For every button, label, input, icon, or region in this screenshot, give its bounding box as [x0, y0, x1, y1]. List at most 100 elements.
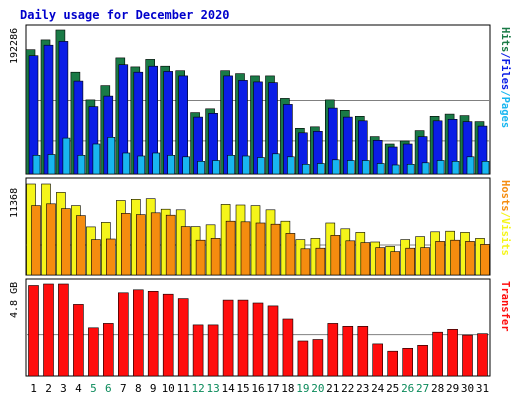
bar-hosts — [360, 242, 371, 276]
bar-hosts — [225, 220, 236, 276]
bar-transfer — [237, 299, 249, 377]
bar-pages — [62, 137, 71, 175]
bar-hosts — [136, 214, 146, 276]
day-label: 7 — [120, 382, 127, 395]
bar-transfer — [252, 302, 264, 377]
bar-hosts — [255, 222, 266, 276]
bar-transfer — [432, 331, 443, 377]
bar-transfer — [267, 305, 279, 377]
day-label: 16 — [251, 382, 264, 395]
bar-hosts — [165, 214, 176, 276]
bar-hosts — [300, 248, 311, 276]
bar-hosts — [435, 241, 445, 276]
day-label: 23 — [356, 382, 369, 395]
day-label: 25 — [386, 382, 399, 395]
panel-max-label: 192286 — [9, 28, 20, 64]
bar-hosts — [450, 239, 460, 276]
bar-pages — [152, 152, 160, 175]
bar-hosts — [465, 241, 475, 276]
bar-hosts — [150, 212, 161, 276]
bar-transfer — [177, 298, 189, 377]
bar-pages — [391, 164, 400, 175]
bar-transfer — [162, 293, 174, 377]
side-label-part: Files — [499, 59, 511, 91]
bar-hosts — [61, 208, 71, 276]
day-label: 31 — [476, 382, 489, 395]
bar-hosts — [31, 205, 41, 276]
day-label: 17 — [266, 382, 279, 395]
day-label: 13 — [206, 382, 219, 395]
bar-pages — [346, 160, 355, 175]
bar-hosts — [390, 251, 401, 276]
panel-side-label: Hits/Files/Pages — [499, 27, 511, 128]
bar-pages — [47, 154, 56, 175]
bar-transfer — [447, 328, 458, 377]
bar-hosts — [405, 247, 416, 276]
bar-pages — [361, 160, 370, 175]
day-label: 11 — [177, 382, 190, 395]
bar-pages — [197, 161, 205, 175]
bar-pages — [466, 156, 475, 175]
bar-hosts — [106, 238, 116, 276]
bar-pages — [107, 137, 116, 175]
day-label: 15 — [236, 382, 249, 395]
day-label: 4 — [75, 382, 82, 395]
day-label: 8 — [135, 382, 142, 395]
bar-hosts — [330, 235, 341, 276]
bar-pages — [32, 155, 41, 175]
bar-hosts — [46, 203, 56, 276]
bar-transfer — [312, 339, 324, 377]
bar-transfer — [147, 290, 159, 377]
bar-transfer — [58, 283, 69, 377]
bar-hosts — [480, 244, 490, 276]
bar-transfer — [118, 292, 129, 377]
panel-max-label: 11368 — [9, 188, 20, 218]
bar-pages — [77, 155, 86, 175]
bar-transfer — [207, 324, 219, 377]
day-label: 5 — [90, 382, 97, 395]
bar-pages — [317, 163, 325, 175]
bar-pages — [212, 160, 220, 175]
bar-pages — [287, 156, 295, 175]
bar-hosts — [240, 221, 251, 276]
bar-pages — [331, 159, 340, 175]
bar-transfer — [327, 323, 339, 377]
day-label: 24 — [371, 382, 385, 395]
day-label: 19 — [296, 382, 309, 395]
bar-hosts — [270, 223, 281, 276]
bar-pages — [167, 155, 175, 175]
bar-transfer — [462, 334, 473, 377]
panel-max-label: 4.8 GB — [9, 282, 20, 318]
bar-transfer — [372, 343, 384, 377]
day-label: 10 — [162, 382, 175, 395]
side-label-part: Visits — [499, 218, 511, 256]
bar-hosts — [121, 213, 131, 276]
day-label: 6 — [105, 382, 112, 395]
bar-hosts — [285, 233, 296, 276]
bar-pages — [272, 153, 280, 175]
bar-transfer — [417, 344, 428, 377]
day-label: 3 — [60, 382, 67, 395]
bar-hosts — [420, 247, 430, 276]
bar-pages — [242, 155, 250, 175]
bar-pages — [436, 160, 445, 175]
side-label-part: / — [499, 52, 511, 58]
bar-transfer — [402, 347, 414, 377]
bar-hosts — [315, 247, 326, 276]
day-label: 27 — [416, 382, 429, 395]
bar-transfer — [387, 350, 399, 377]
bar-pages — [182, 156, 190, 175]
bar-transfer — [73, 304, 84, 377]
bar-transfer — [477, 333, 488, 377]
bar-transfer — [222, 299, 234, 377]
bar-hosts — [76, 215, 86, 276]
day-label: 1 — [30, 382, 37, 395]
bar-hosts — [375, 247, 386, 276]
bar-pages — [227, 155, 235, 175]
bar-pages — [122, 152, 131, 175]
day-label: 18 — [281, 382, 294, 395]
side-label-part: Hits — [499, 27, 511, 52]
day-label: 26 — [401, 382, 414, 395]
day-label: 21 — [326, 382, 339, 395]
